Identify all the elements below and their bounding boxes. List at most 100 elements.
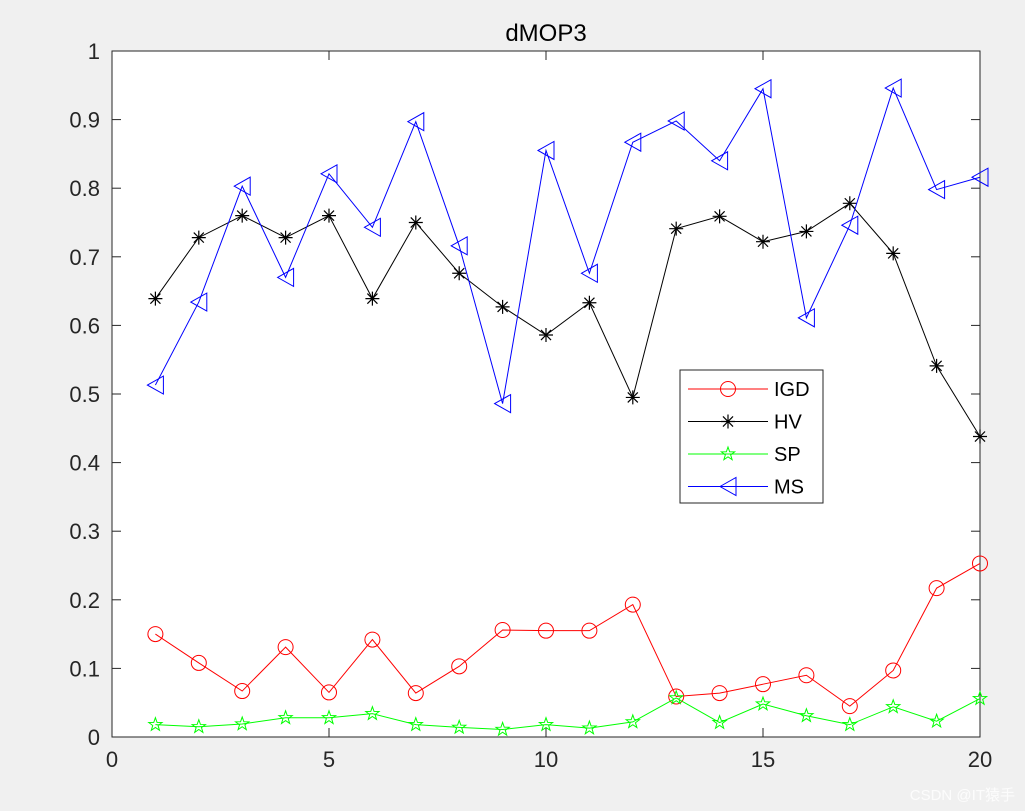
data-point-igd (451, 658, 468, 675)
data-point-igd (538, 622, 554, 639)
data-point-ms (580, 263, 598, 284)
data-point-igd (190, 654, 207, 671)
data-point-hv (669, 221, 684, 236)
data-point-sp (668, 689, 685, 705)
data-point-igd (841, 698, 858, 715)
data-point-sp (537, 716, 555, 732)
data-point-hv (148, 291, 163, 306)
data-point-igd (798, 667, 815, 684)
legend-box (679, 369, 824, 504)
data-point-sp (234, 715, 251, 731)
data-point-hv (278, 230, 293, 245)
data-point-igd (885, 662, 902, 679)
series-line-ms (154, 86, 981, 404)
data-point-ms (710, 150, 729, 171)
data-point-hv (625, 390, 640, 405)
data-point-igd (581, 622, 598, 639)
y-tick-label: 0.9 (69, 108, 100, 133)
series-ms (146, 78, 989, 414)
data-point-sp (407, 716, 424, 732)
data-point-igd (711, 685, 728, 702)
data-point-sp (581, 719, 598, 735)
y-tick-label: 0 (88, 725, 100, 750)
legend: IGD HV SP MS (679, 369, 824, 504)
data-point-igd (928, 580, 945, 597)
data-point-ms (970, 167, 989, 188)
data-point-igd (407, 685, 424, 702)
legend-label-sp: SP (774, 444, 801, 466)
data-point-igd (364, 631, 381, 648)
data-point-sp (364, 705, 381, 721)
x-tick-label: 10 (534, 747, 558, 772)
data-point-ms (797, 307, 815, 328)
data-point-hv (365, 291, 380, 306)
data-point-hv (886, 246, 901, 261)
data-point-ms (493, 393, 512, 414)
data-point-igd (234, 683, 251, 700)
data-point-igd (668, 688, 685, 705)
data-point-hv (929, 358, 944, 373)
data-point-sp (798, 707, 815, 723)
data-point-hv (322, 208, 336, 223)
legend-marker-hv (721, 414, 735, 429)
data-point-sp (494, 720, 511, 737)
x-axis: 0 5 10 15 20 (106, 51, 992, 772)
data-point-hv (191, 230, 206, 245)
plot-area (111, 50, 981, 738)
data-point-igd (321, 684, 337, 701)
legend-marker-sp (719, 445, 737, 461)
data-point-ms (319, 163, 338, 184)
y-tick-label: 0.8 (69, 176, 100, 201)
data-point-hv (973, 429, 987, 444)
series-igd (147, 555, 988, 715)
data-point-igd (147, 626, 164, 643)
x-tick-label: 15 (751, 747, 775, 772)
data-point-ms (753, 78, 772, 99)
legend-label-ms: MS (774, 477, 804, 499)
data-point-ms (363, 217, 381, 238)
y-tick-label: 0.4 (69, 451, 100, 476)
data-point-hv (799, 224, 814, 239)
y-tick-label: 0.5 (69, 382, 100, 407)
series-layer (146, 78, 989, 737)
data-point-igd (755, 676, 771, 693)
data-point-hv (235, 208, 250, 223)
data-point-sp (885, 698, 902, 714)
y-axis: 0 0.1 0.2 0.3 0.4 0.5 0.6 0.7 0.8 0.9 1 (69, 39, 980, 750)
chart-title: dMOP3 (505, 20, 586, 47)
data-point-hv (582, 295, 597, 310)
series-sp (147, 689, 989, 737)
data-point-hv (539, 328, 553, 343)
legend-label-igd: IGD (774, 379, 810, 401)
y-tick-label: 0.1 (69, 656, 100, 681)
data-point-ms (623, 132, 642, 153)
data-point-ms (884, 78, 902, 98)
data-point-ms (667, 111, 685, 131)
y-tick-label: 0.7 (69, 245, 100, 270)
data-point-igd (277, 639, 294, 656)
y-tick-label: 0.6 (69, 313, 100, 338)
data-point-hv (842, 196, 857, 211)
data-point-ms (233, 176, 251, 196)
data-point-sp (928, 712, 945, 729)
data-point-sp (147, 716, 164, 732)
data-point-sp (841, 716, 858, 732)
data-point-sp (190, 718, 207, 734)
data-point-hv (408, 215, 423, 230)
data-point-hv (712, 209, 727, 224)
legend-marker-ms (718, 476, 737, 497)
data-point-sp (754, 695, 772, 711)
series-line-sp (155, 697, 981, 730)
x-tick-label: 5 (323, 747, 335, 772)
data-point-hv (452, 266, 467, 281)
legend-marker-igd (720, 381, 736, 397)
data-point-igd (494, 621, 511, 638)
data-point-sp (451, 718, 468, 735)
data-point-sp (971, 690, 989, 706)
data-point-ms (406, 111, 425, 132)
data-point-sp (320, 709, 338, 725)
data-point-sp (277, 709, 294, 725)
watermark-text: CSDN @IT猿手 (910, 787, 1015, 804)
data-point-igd (972, 555, 988, 572)
